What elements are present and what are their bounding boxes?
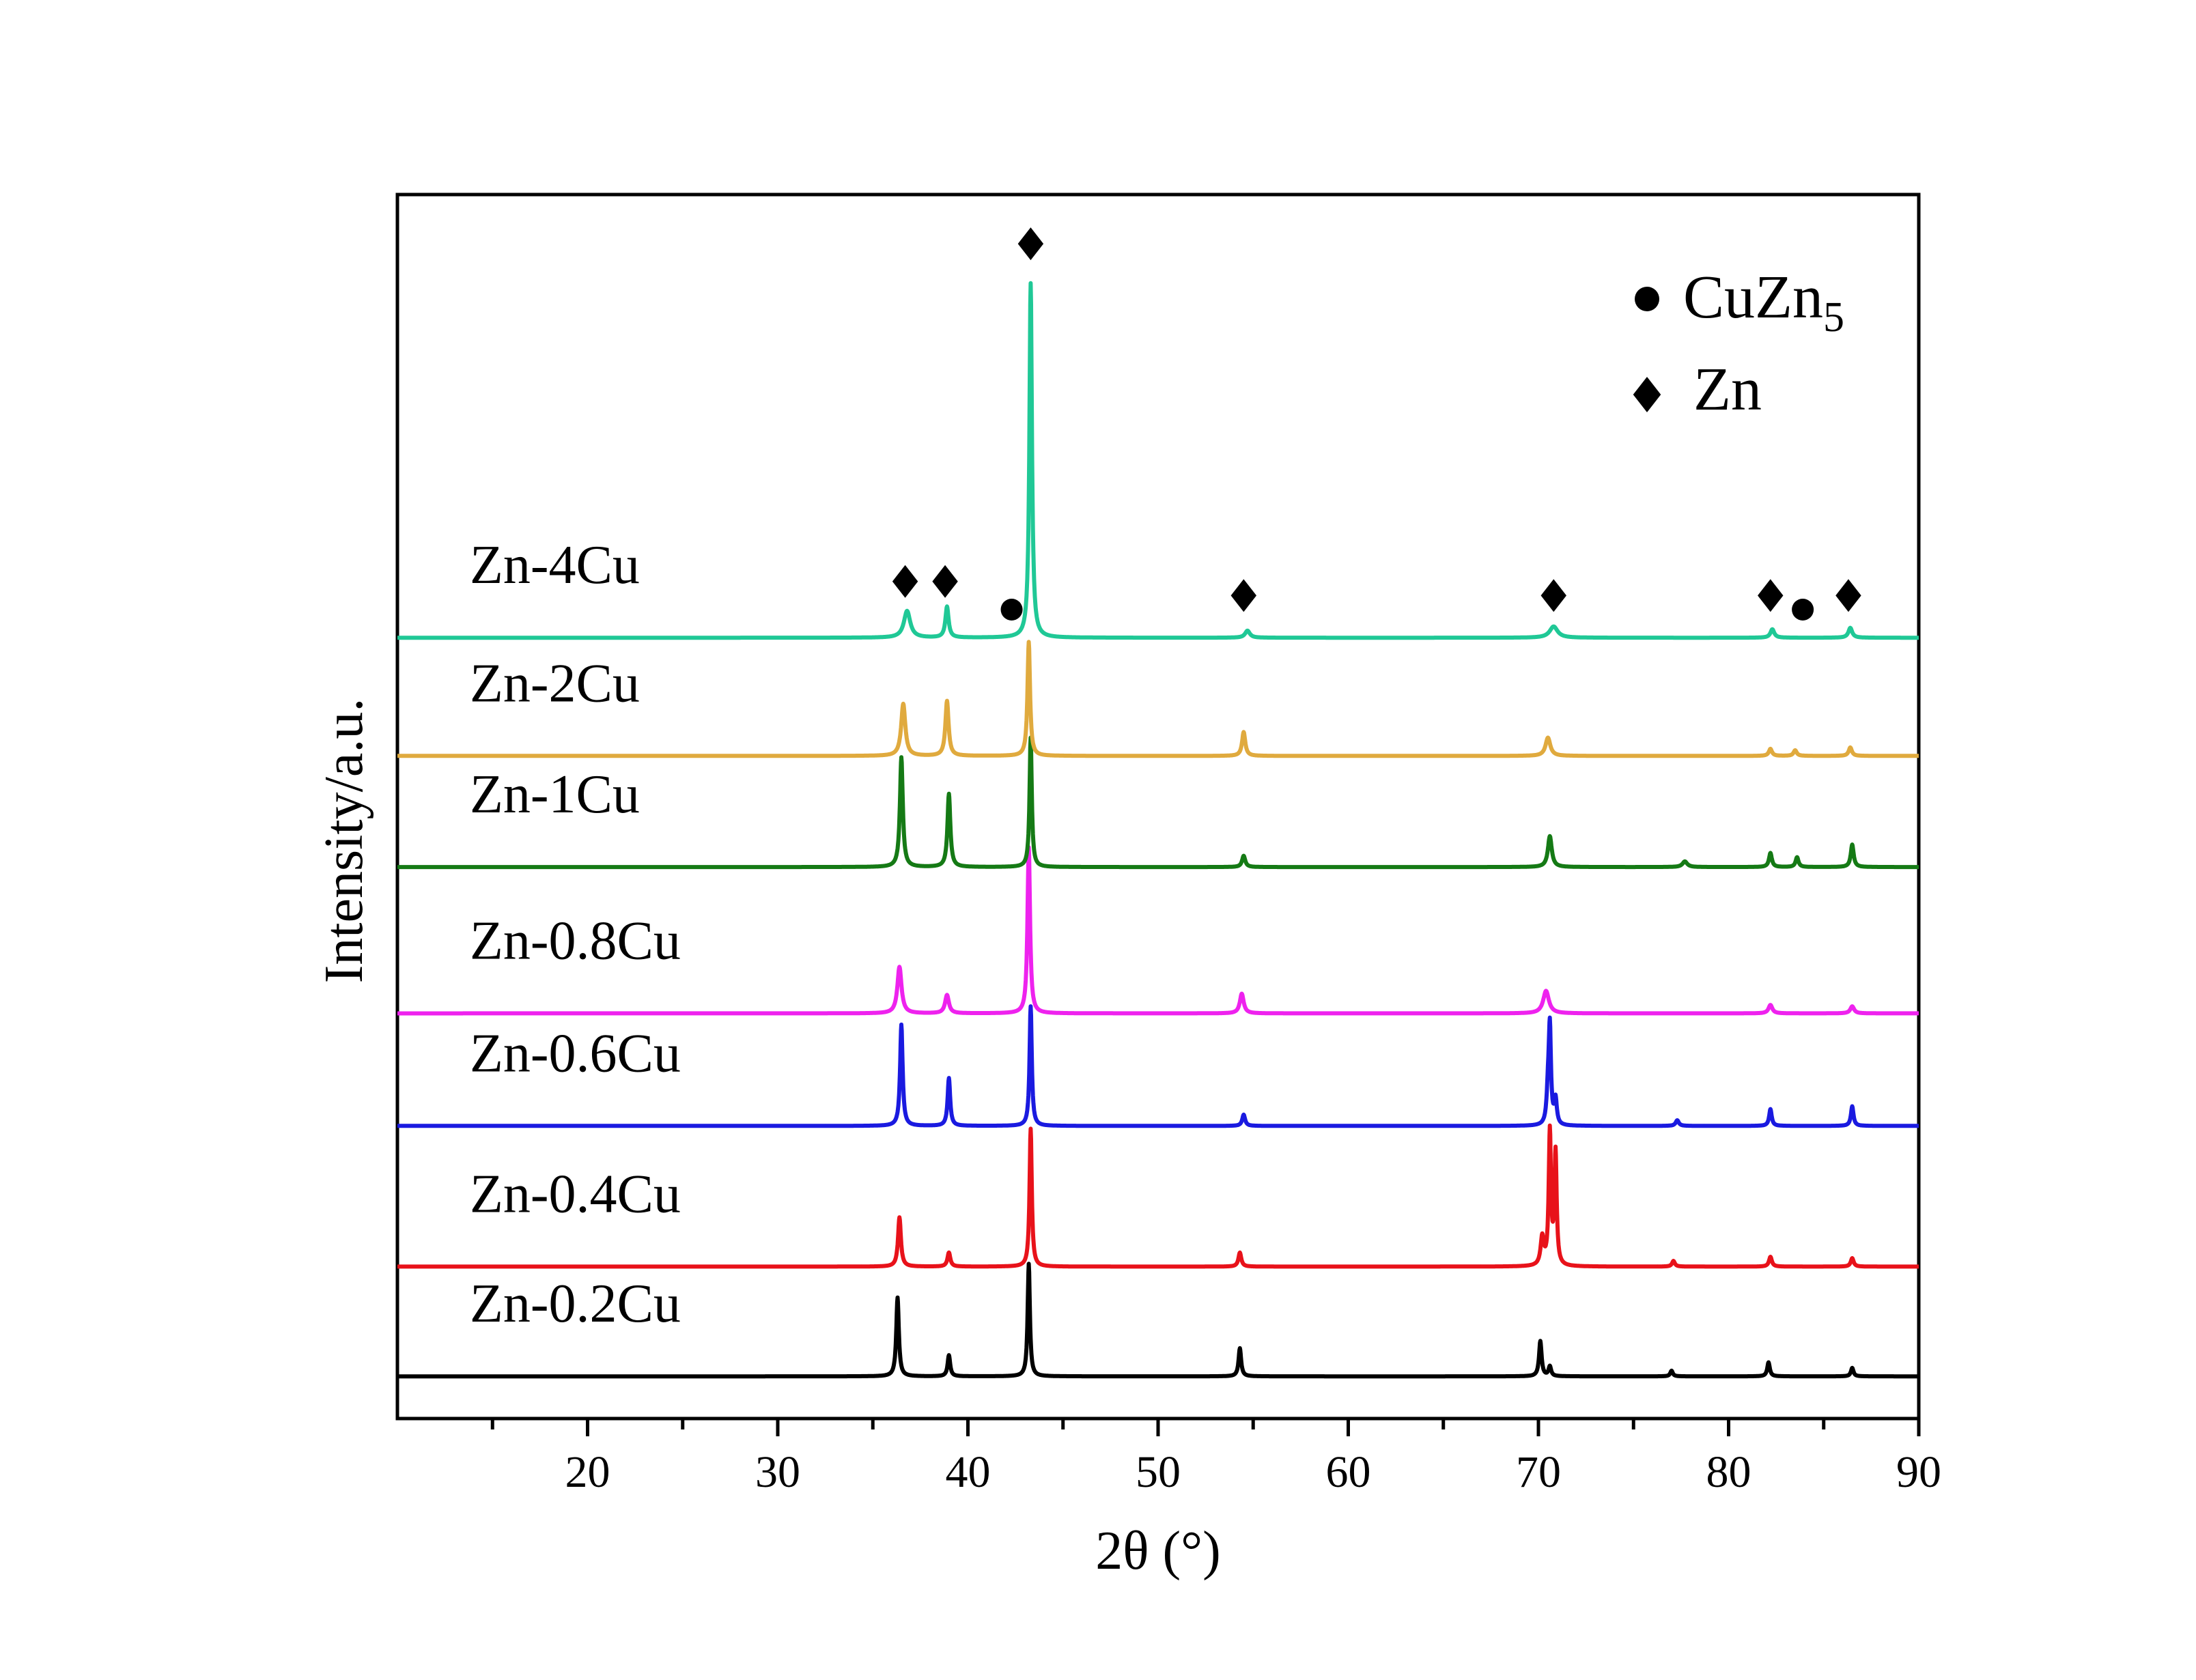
series-line-Zn-0.8Cu [395, 845, 1921, 1016]
zn-peak-marker [1230, 579, 1257, 612]
x-tick-label: 80 [1706, 1447, 1751, 1497]
legend-label-zn: Zn [1693, 356, 1762, 423]
series-label: Zn-0.8Cu [470, 911, 681, 971]
zn-peak-marker [1835, 579, 1861, 612]
x-tick-label: 30 [755, 1447, 800, 1497]
series-label-group: Zn-0.2Cu Zn-0.4Cu Zn-0.6Cu Zn-0.8Cu Zn-1Cu Zn… [470, 535, 681, 1334]
x-tick-label: 20 [565, 1447, 610, 1497]
phase-marker-group [892, 227, 1861, 621]
series-line-Zn-4Cu [395, 281, 1921, 640]
axes: 2θ (°) Intensity/a.u. 20 30 40 50 60 70 80 90 [314, 698, 1941, 1581]
circle-legend-icon [1635, 287, 1659, 311]
x-tick-label: 70 [1516, 1447, 1561, 1497]
zn-peak-marker [892, 565, 918, 598]
legend-label-cuzn5: CuZn5 [1683, 264, 1844, 341]
series-label: Zn-0.4Cu [470, 1164, 681, 1224]
series-line-Zn-2Cu [395, 640, 1921, 758]
x-tick-label: 90 [1896, 1447, 1941, 1497]
series-line-Zn-1Cu [395, 735, 1921, 870]
diamond-legend-icon [1633, 377, 1661, 412]
series-label: Zn-0.2Cu [470, 1274, 681, 1334]
series-label: Zn-2Cu [470, 653, 640, 713]
series-label: Zn-0.6Cu [470, 1023, 681, 1083]
zn-peak-marker [1540, 579, 1566, 612]
cuzn5-peak-marker [1000, 598, 1023, 621]
series-group [395, 281, 1921, 1379]
series-label: Zn-4Cu [470, 535, 640, 595]
series-line-Zn-0.6Cu [395, 1004, 1921, 1128]
x-tick-label: 40 [946, 1447, 991, 1497]
zn-peak-marker [1758, 579, 1784, 612]
zn-peak-marker [932, 565, 958, 598]
series-line-Zn-0.2Cu [395, 1262, 1921, 1379]
series-line-Zn-0.4Cu [395, 1123, 1921, 1269]
x-tick-label: 60 [1326, 1447, 1371, 1497]
series-label: Zn-1Cu [470, 765, 640, 825]
cuzn5-peak-marker [1792, 598, 1814, 621]
x-tick-label: 50 [1136, 1447, 1181, 1497]
y-axis-title: Intensity/a.u. [314, 698, 374, 984]
legend: CuZn5 Zn [1633, 264, 1844, 423]
zn-peak-marker [1017, 227, 1044, 261]
x-axis-title: 2θ (°) [1095, 1521, 1221, 1581]
